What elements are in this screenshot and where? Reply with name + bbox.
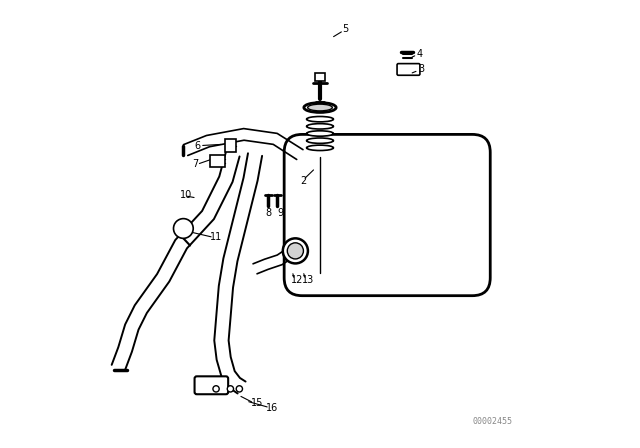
Bar xyxy=(210,155,225,167)
Bar xyxy=(225,139,236,152)
Ellipse shape xyxy=(307,131,333,136)
Text: 8: 8 xyxy=(266,208,271,218)
Text: 11: 11 xyxy=(210,233,223,242)
Ellipse shape xyxy=(307,145,333,151)
Text: 14: 14 xyxy=(215,380,227,390)
Bar xyxy=(315,73,325,81)
Text: 10: 10 xyxy=(180,190,193,200)
Text: 00002455: 00002455 xyxy=(473,417,513,426)
FancyBboxPatch shape xyxy=(397,64,420,75)
FancyBboxPatch shape xyxy=(284,134,490,296)
Ellipse shape xyxy=(304,103,336,112)
Text: 3: 3 xyxy=(419,65,425,74)
FancyBboxPatch shape xyxy=(195,376,228,394)
Ellipse shape xyxy=(307,124,333,129)
Circle shape xyxy=(213,386,220,392)
Text: 5: 5 xyxy=(342,24,349,34)
Ellipse shape xyxy=(307,138,333,143)
Ellipse shape xyxy=(308,104,332,111)
Text: 4: 4 xyxy=(417,49,422,59)
Ellipse shape xyxy=(307,116,333,122)
Circle shape xyxy=(287,243,303,259)
Text: 9: 9 xyxy=(278,208,284,218)
Text: 15: 15 xyxy=(251,398,263,408)
Text: 7: 7 xyxy=(192,159,198,168)
Circle shape xyxy=(283,238,308,263)
Text: 2: 2 xyxy=(300,177,306,186)
Text: 6: 6 xyxy=(195,141,201,151)
Circle shape xyxy=(236,386,243,392)
Circle shape xyxy=(227,386,234,392)
Text: 13: 13 xyxy=(302,275,314,285)
Text: 16: 16 xyxy=(266,403,278,413)
Circle shape xyxy=(173,219,193,238)
Text: 12: 12 xyxy=(291,275,303,285)
